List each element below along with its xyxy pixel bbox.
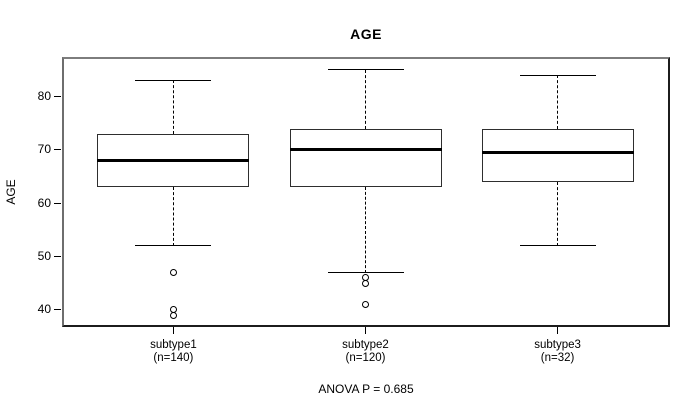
- y-tick-mark: [54, 149, 61, 151]
- whisker-cap-upper: [327, 69, 404, 71]
- group-label-name: subtype3: [534, 339, 581, 351]
- whisker-lower: [365, 187, 366, 273]
- median-line: [481, 151, 634, 155]
- group-label-n: (n=32): [540, 351, 575, 364]
- whisker-cap-lower: [519, 245, 596, 247]
- group-label-n: (n=120): [345, 351, 386, 364]
- median-line: [97, 159, 250, 163]
- whisker-lower: [172, 187, 174, 246]
- x-tick-mark: [557, 327, 559, 334]
- whisker-upper: [172, 80, 174, 134]
- box: [481, 128, 634, 182]
- group-label-subtype1: subtype1 (n=140): [103, 339, 243, 364]
- whisker-cap-upper: [135, 79, 212, 81]
- median-line: [289, 148, 442, 152]
- y-tick-mark: [54, 202, 61, 204]
- anova-p-note: ANOVA P = 0.685: [318, 382, 414, 396]
- x-tick-mark: [172, 327, 174, 334]
- whisker-cap-upper: [519, 74, 596, 76]
- group-label-name: subtype2: [342, 339, 389, 351]
- outlier-point: [362, 279, 369, 287]
- whisker-upper: [557, 75, 559, 129]
- outlier-point: [362, 301, 369, 309]
- group-label-subtype3: subtype3 (n=32): [488, 339, 628, 364]
- y-tick-label: 60: [37, 195, 51, 210]
- y-tick-mark: [54, 95, 61, 97]
- x-tick-mark: [365, 327, 366, 334]
- group-label-name: subtype1: [150, 339, 197, 351]
- whisker-cap-lower: [327, 272, 404, 274]
- chart-title: AGE: [350, 26, 382, 42]
- outlier-point: [169, 269, 177, 277]
- y-tick-mark: [54, 256, 61, 258]
- y-tick-label: 50: [37, 249, 51, 264]
- y-tick-label: 70: [37, 142, 51, 157]
- outlier-point: [169, 311, 177, 319]
- box: [289, 128, 442, 188]
- y-tick-mark: [54, 309, 61, 311]
- group-label-n: (n=140): [153, 351, 194, 364]
- whisker-upper: [365, 69, 366, 129]
- y-axis-title: AGE: [4, 179, 18, 205]
- y-tick-label: 40: [37, 302, 51, 317]
- y-tick-label: 80: [37, 88, 51, 103]
- whisker-lower: [557, 181, 559, 246]
- group-label-subtype2: subtype2 (n=120): [296, 339, 436, 364]
- whisker-cap-lower: [135, 245, 212, 247]
